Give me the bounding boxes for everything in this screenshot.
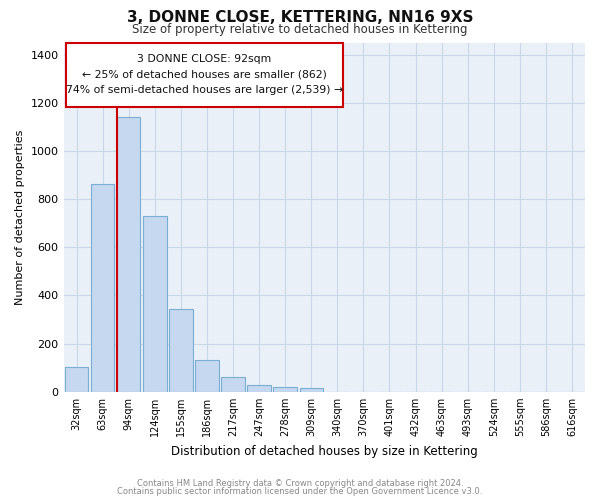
Bar — [91, 184, 115, 392]
X-axis label: Distribution of detached houses by size in Kettering: Distribution of detached houses by size … — [171, 444, 478, 458]
Bar — [274, 387, 297, 392]
Bar — [65, 366, 88, 392]
Bar — [247, 384, 271, 392]
Bar — [195, 360, 218, 392]
Bar — [221, 378, 245, 392]
Text: Contains public sector information licensed under the Open Government Licence v3: Contains public sector information licen… — [118, 487, 482, 496]
Bar — [169, 308, 193, 392]
Y-axis label: Number of detached properties: Number of detached properties — [15, 130, 25, 305]
Text: 3, DONNE CLOSE, KETTERING, NN16 9XS: 3, DONNE CLOSE, KETTERING, NN16 9XS — [127, 10, 473, 25]
Text: Size of property relative to detached houses in Kettering: Size of property relative to detached ho… — [132, 22, 468, 36]
Bar — [117, 117, 140, 392]
Bar — [299, 388, 323, 392]
Text: Contains HM Land Registry data © Crown copyright and database right 2024.: Contains HM Land Registry data © Crown c… — [137, 478, 463, 488]
Text: 3 DONNE CLOSE: 92sqm
← 25% of detached houses are smaller (862)
74% of semi-deta: 3 DONNE CLOSE: 92sqm ← 25% of detached h… — [66, 54, 343, 96]
FancyBboxPatch shape — [66, 42, 343, 107]
Bar — [143, 216, 167, 392]
